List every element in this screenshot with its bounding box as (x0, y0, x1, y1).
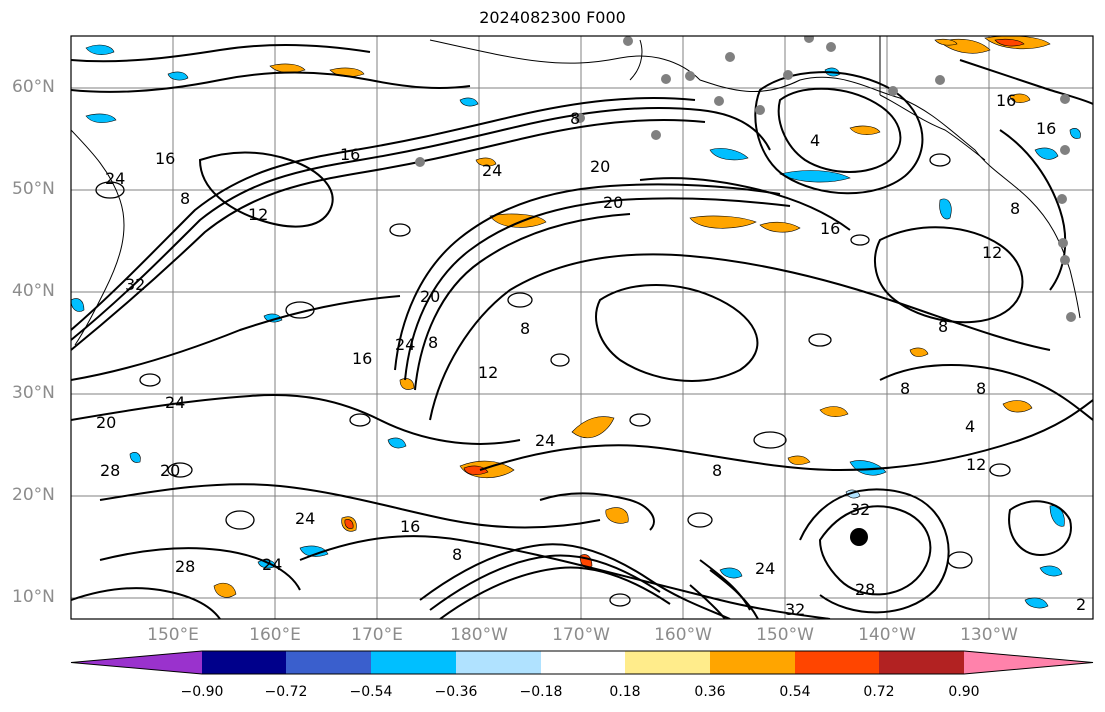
storm-center-marker (850, 528, 868, 546)
colorbar-tick-label: −0.36 (434, 684, 478, 700)
contour-label: 8 (570, 109, 580, 128)
contour-label: 8 (180, 189, 190, 208)
contour-label: 24 (165, 393, 185, 412)
colorbar-extend-min (71, 651, 202, 674)
colorbar-tick-label: 0.54 (779, 684, 811, 700)
lat-label: 60°N (12, 77, 55, 97)
contour-label: 4 (965, 417, 975, 436)
contour-label: 32 (850, 500, 870, 519)
lon-label: 160°W (654, 625, 712, 645)
contour-label: 24 (295, 509, 315, 528)
contour-lines (71, 43, 1093, 619)
colorbar-tick-label: 0.90 (948, 684, 980, 700)
coastlines (71, 36, 1081, 346)
contour-label: 8 (428, 333, 438, 352)
colorbar-cell (456, 651, 541, 674)
contour-label: 28 (100, 461, 120, 480)
contour-label: 16 (352, 349, 372, 368)
colorbar-extend-max (964, 651, 1093, 674)
colorbar-tick-label: 0.36 (694, 684, 726, 700)
colorbar-cell (202, 651, 286, 674)
lon-label: 160°E (249, 625, 301, 645)
colorbar-tick-label: −0.90 (180, 684, 224, 700)
colorbar-cell (625, 651, 710, 674)
lon-label: 150°W (756, 625, 814, 645)
contour-label: 24 (755, 559, 775, 578)
small-contours (95, 153, 1011, 607)
contour-label: 12 (982, 243, 1002, 262)
contour-label: 8 (712, 461, 722, 480)
contour-label: 8 (452, 545, 462, 564)
gridlines (71, 36, 1093, 619)
lon-label: 170°W (552, 625, 610, 645)
contour-label: 8 (520, 319, 530, 338)
contour-label: 24 (262, 555, 282, 574)
colorbar-cell (795, 651, 879, 674)
contour-labels: 16 16 8 12 24 32 8 20 20 24 16 20 24 8 1… (96, 91, 1086, 619)
lon-label: 180°W (450, 625, 508, 645)
contour-label: 8 (976, 379, 986, 398)
contour-label: 16 (155, 149, 175, 168)
contour-label: 8 (1010, 199, 1020, 218)
colorbar-cell (371, 651, 456, 674)
contour-label: 8 (900, 379, 910, 398)
contour-label: 32 (125, 275, 145, 294)
contour-label: 24 (395, 335, 415, 354)
lon-label: 140°W (858, 625, 916, 645)
map-title: 2024082300 F000 (479, 8, 626, 27)
colorbar-tick-label: −0.72 (264, 684, 308, 700)
contour-label: 2 (1076, 595, 1086, 614)
contour-label: 28 (855, 580, 875, 599)
contour-label: 20 (603, 193, 623, 212)
contour-label: 12 (248, 205, 268, 224)
lon-label: 150°E (147, 625, 199, 645)
contour-label: 16 (996, 91, 1016, 110)
contour-label: 12 (478, 363, 498, 382)
contour-label: 12 (966, 455, 986, 474)
colorbar-cell (541, 651, 625, 674)
lat-label: 20°N (12, 485, 55, 505)
colorbar-outline (70, 650, 1094, 675)
plot-frame (70, 35, 1094, 620)
negative-shading (71, 44, 1081, 609)
contour-label: 4 (810, 131, 820, 150)
contour-label: 32 (785, 600, 805, 619)
contour-label: 16 (1036, 119, 1056, 138)
colorbar-tick-label: −0.18 (519, 684, 563, 700)
colorbar-cell (879, 651, 964, 674)
contour-label: 24 (105, 169, 125, 188)
lat-label: 30°N (12, 383, 55, 403)
lat-label: 50°N (12, 179, 55, 199)
contour-label: 8 (938, 317, 948, 336)
contour-label: 20 (420, 287, 440, 306)
contour-label: 16 (400, 517, 420, 536)
contour-label: 20 (590, 157, 610, 176)
colorbar-tick-label: 0.72 (863, 684, 895, 700)
contour-label: 24 (482, 161, 502, 180)
contour-label: 16 (820, 219, 840, 238)
colorbar-tick-label: 0.18 (609, 684, 641, 700)
colorbar-cell (286, 651, 371, 674)
contour-label: 20 (160, 461, 180, 480)
lat-label: 10°N (12, 587, 55, 607)
contour-label: 16 (340, 145, 360, 164)
colorbar-tick-label: −0.54 (349, 684, 393, 700)
lon-label: 130°W (960, 625, 1018, 645)
contour-label: 20 (96, 413, 116, 432)
contour-label: 28 (175, 557, 195, 576)
lon-label: 170°E (351, 625, 403, 645)
station-markers (415, 36, 1076, 322)
lat-label: 40°N (12, 281, 55, 301)
colorbar-cell (710, 651, 795, 674)
contour-label: 24 (535, 431, 555, 450)
